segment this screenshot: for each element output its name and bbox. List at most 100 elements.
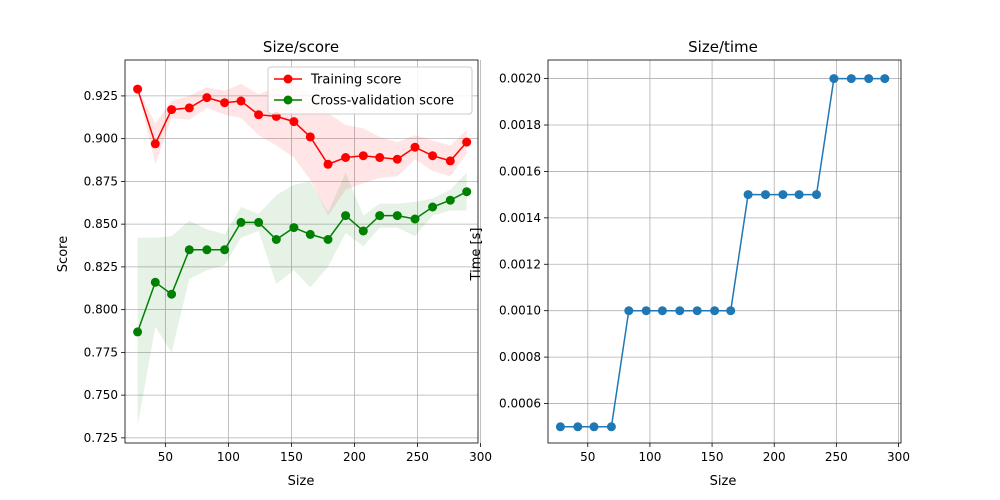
time-ytick-label: 0.0016 (499, 164, 541, 178)
score-series-1-point (254, 217, 264, 227)
score-series-0-point (202, 93, 212, 103)
time-ytick-label: 0.0008 (499, 350, 541, 364)
score-legend-swatch-marker (283, 74, 293, 84)
score-ytick-label: 0.825 (84, 260, 118, 274)
time-xtick-label: 100 (638, 450, 661, 464)
score-series-1-point (445, 195, 455, 205)
score-series-0-point (184, 103, 194, 113)
time-series-0-point (675, 306, 685, 316)
time-xtick-label: 250 (825, 450, 848, 464)
time-chart-ylabel: Time [s] (469, 228, 484, 282)
time-ytick-label: 0.0006 (499, 397, 541, 411)
time-series-0-point (743, 190, 753, 200)
time-chart-xlabel: Size (710, 474, 737, 489)
score-xtick-label: 300 (469, 450, 492, 464)
time-series-0-point (846, 74, 856, 84)
score-series-0-point (133, 84, 143, 94)
time-series-0-point (829, 74, 839, 84)
score-ytick-label: 0.925 (84, 89, 118, 103)
time-xtick-label: 200 (763, 450, 786, 464)
score-plot-frame (124, 59, 479, 444)
time-series-0-point (880, 74, 890, 84)
score-series-0-point (289, 117, 299, 127)
score-ytick-label: 0.850 (84, 217, 118, 231)
time-series-0-point (589, 422, 599, 432)
score-series-1-point (323, 235, 333, 244)
score-series-1-point (462, 187, 472, 197)
score-series-1-point (410, 214, 420, 224)
score-series-0-point (428, 151, 438, 161)
time-series-0-point (624, 306, 634, 316)
score-series-1-point (358, 226, 368, 236)
score-series-0-point (392, 154, 402, 164)
score-series-1-point (428, 202, 438, 212)
score-ytick-label: 0.875 (84, 174, 118, 188)
score-series-0-point (220, 98, 230, 108)
score-ytick-label: 0.800 (84, 303, 118, 317)
score-legend-label: Cross-validation score (311, 94, 454, 109)
score-ytick-label: 0.900 (84, 132, 118, 146)
time-series-0-point (761, 190, 770, 200)
score-series-0-point (236, 96, 246, 106)
score-legend-swatch-marker (283, 95, 293, 105)
score-series-1-point (236, 217, 246, 227)
score-legend: Training score Cross-validation score (267, 66, 473, 115)
time-ytick-label: 0.0018 (499, 118, 541, 132)
score-series-0-point (375, 153, 385, 162)
time-series-0-line (560, 77, 885, 428)
score-series-0-band (137, 83, 467, 216)
score-series-1-band (137, 172, 467, 426)
score-series-1-point (289, 223, 299, 233)
score-ytick-label: 0.775 (84, 345, 118, 359)
score-chart: Size/score Size Score 50 100 150 200 250 300 0… (56, 38, 492, 489)
time-series-0-point (794, 190, 804, 200)
score-xtick-label: 250 (406, 450, 429, 464)
time-xtick-label: 300 (887, 450, 910, 464)
score-series-0-point (167, 105, 177, 115)
score-series-1-point (271, 235, 281, 244)
time-series-0-point (573, 422, 583, 432)
time-ytick-label: 0.0012 (499, 257, 541, 271)
score-series-1-point (167, 289, 177, 299)
score-series-0-point (305, 132, 315, 142)
time-series-0-point (726, 306, 736, 316)
time-series-0-point (778, 190, 788, 200)
time-ytick-label: 0.0014 (499, 211, 541, 225)
score-series-1-point (220, 245, 230, 255)
score-chart-title: Size/score (263, 38, 339, 56)
score-series-1-point (150, 277, 160, 287)
time-plot-frame (547, 59, 902, 444)
time-series-0-point (812, 190, 821, 200)
time-series-0-point (692, 306, 702, 316)
score-series-0-point (462, 137, 472, 147)
score-ytick-label: 0.725 (84, 431, 118, 445)
score-series-1-point (392, 211, 402, 221)
score-legend-label: Training score (310, 73, 401, 88)
time-series-0-point (657, 306, 667, 316)
time-series-0-point (710, 306, 720, 316)
score-series-1-point (375, 211, 385, 221)
score-legend-box (267, 66, 473, 115)
score-series-0-point (254, 110, 264, 120)
score-series-0-point (410, 142, 420, 152)
time-xtick-label: 150 (701, 450, 724, 464)
time-series-0-point (555, 422, 565, 432)
score-series-0-point (358, 151, 368, 161)
time-series-0-point (606, 422, 616, 432)
time-series-0-point (641, 306, 651, 316)
score-series-1-point (341, 211, 351, 221)
score-xtick-label: 200 (343, 450, 366, 464)
score-series-1-point (305, 229, 315, 239)
score-xtick-label: 150 (280, 450, 303, 464)
score-xtick-label: 100 (217, 450, 240, 464)
score-chart-xlabel: Size (288, 474, 315, 489)
score-chart-ylabel: Score (56, 236, 71, 272)
score-ytick-label: 0.750 (84, 388, 118, 402)
time-ytick-label: 0.0010 (499, 304, 541, 318)
score-series-1-point (202, 245, 212, 255)
time-xtick-label: 50 (580, 450, 595, 464)
time-chart-title: Size/time (688, 38, 758, 56)
score-series-0-point (341, 153, 351, 162)
score-series-1-point (184, 245, 194, 255)
